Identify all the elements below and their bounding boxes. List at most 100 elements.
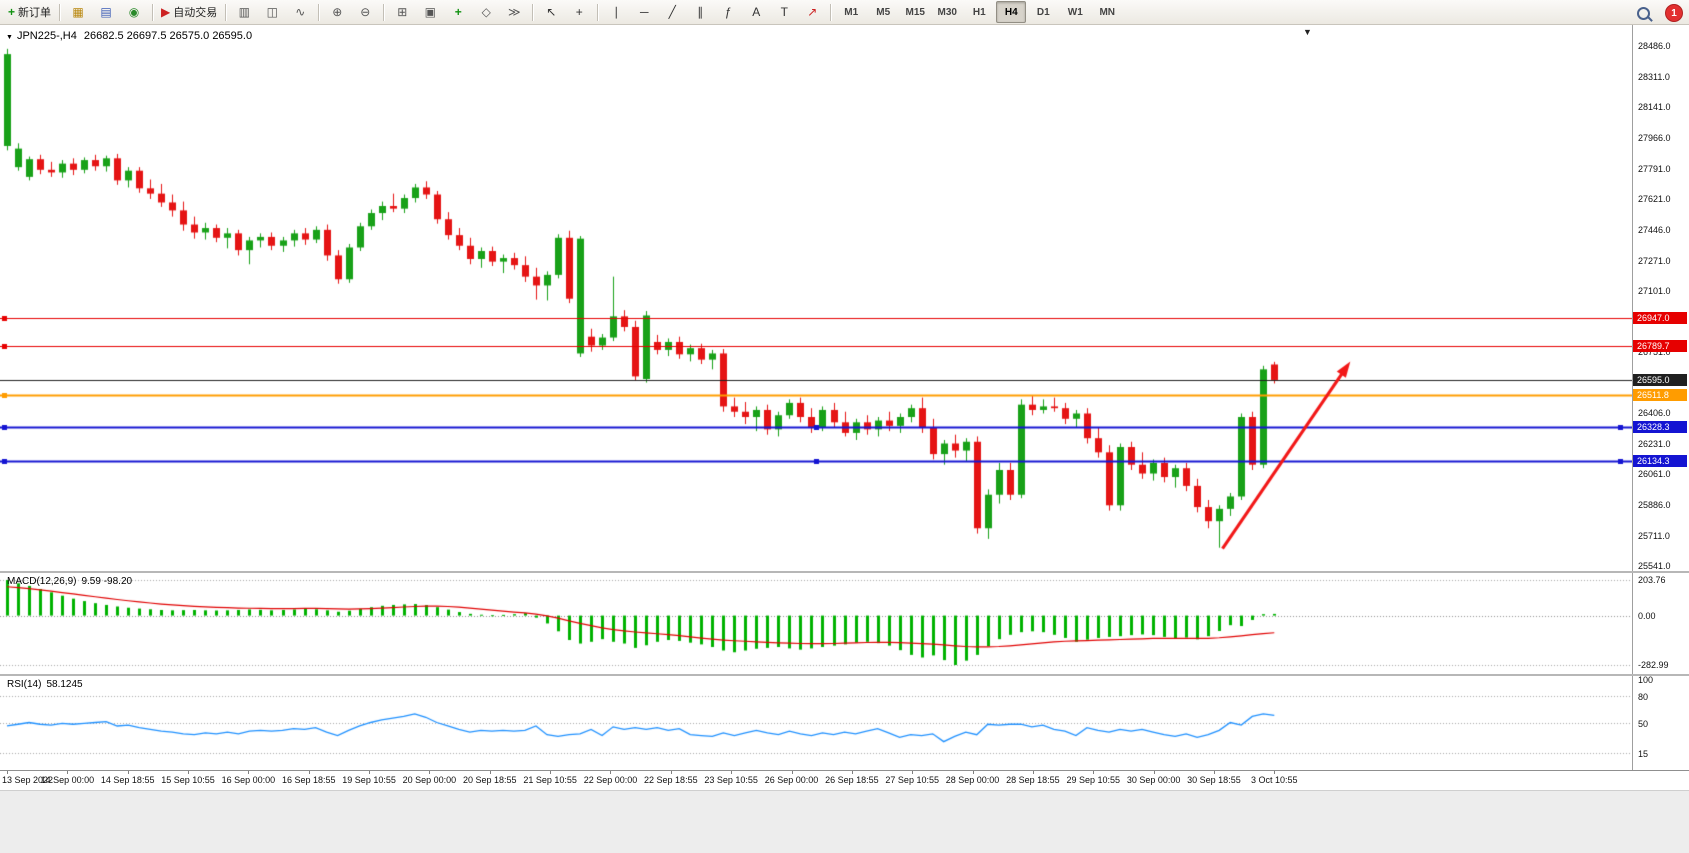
navigator-button[interactable]: ◉	[121, 1, 147, 23]
time-label: 30 Sep 18:55	[1187, 775, 1241, 785]
timeframe-w1-button[interactable]: W1	[1067, 6, 1083, 18]
time-tick	[1033, 771, 1034, 774]
line-chart-button[interactable]: ∿	[287, 1, 313, 23]
timeframe-m1-button[interactable]: M1	[844, 6, 859, 18]
time-tick	[429, 771, 430, 774]
objects-list-button[interactable]: ◇	[473, 1, 499, 23]
macd-values: 9.59 -98.20	[81, 576, 133, 587]
toolbar-separator	[59, 3, 61, 21]
chart-shift-button[interactable]: ≫	[501, 1, 527, 23]
auto-arrange-icon: ▣	[424, 5, 436, 19]
new-order-button[interactable]: + 新订单	[5, 1, 54, 23]
price-tick-label: 26406.0	[1638, 408, 1671, 419]
candlestick-chart-button[interactable]: ◫	[259, 1, 285, 23]
line-chart-icon: ∿	[295, 5, 306, 19]
toolbar-separator	[383, 3, 385, 21]
text-button[interactable]: A	[743, 1, 769, 23]
cursor-icon: ↖	[546, 5, 557, 19]
timeframe-m15-button[interactable]: M15	[905, 6, 925, 18]
time-tick	[128, 771, 129, 774]
fibonacci-button[interactable]: ƒ	[715, 1, 741, 23]
navigator-icon: ◉	[128, 5, 140, 19]
search-icon	[1636, 6, 1650, 20]
time-label: 20 Sep 18:55	[462, 775, 517, 785]
autotrading-button-label: 自动交易	[173, 7, 218, 19]
rsi-value: 58.1245	[46, 679, 83, 690]
horizontal-line-button[interactable]: ─	[631, 1, 657, 23]
label-button[interactable]: T	[771, 1, 797, 23]
price-tick-label: 26751.0	[1638, 347, 1671, 358]
hline-price-tag: 26328.3	[1633, 421, 1687, 434]
price-tick-label: 28141.0	[1638, 101, 1671, 112]
channel-button[interactable]: ∥	[687, 1, 713, 23]
price-tick-label: 27621.0	[1638, 193, 1671, 204]
time-tick	[1214, 771, 1215, 774]
trendline-button[interactable]: ╱	[659, 1, 685, 23]
autotrading-button[interactable]: ▶ 自动交易	[158, 1, 220, 23]
time-tick	[248, 771, 249, 774]
chart-shift-icon: ≫	[507, 5, 521, 19]
time-label: 30 Sep 00:00	[1126, 775, 1181, 785]
rsi-panel[interactable]	[0, 676, 1632, 770]
macd-panel[interactable]	[0, 573, 1632, 674]
time-label: 20 Sep 00:00	[402, 775, 457, 785]
time-tick	[973, 771, 974, 774]
chart-dropdown-arrow-icon[interactable]: ▼	[1303, 27, 1312, 37]
rsi-name: RSI(14)	[7, 679, 42, 690]
time-label: 23 Sep 10:55	[704, 775, 758, 785]
panel-splitter[interactable]	[0, 674, 1689, 676]
hline-price-tag: 26134.3	[1633, 455, 1687, 468]
timeframe-h4-button[interactable]: H4	[996, 1, 1027, 23]
indicators-button[interactable]: +	[445, 1, 471, 23]
time-tick	[7, 771, 8, 774]
vertical-line-icon: ∣	[613, 5, 620, 19]
panel-splitter[interactable]	[0, 571, 1689, 573]
price-tick-label: 25886.0	[1638, 500, 1671, 511]
arrows-button[interactable]: ↗	[799, 1, 825, 23]
zoom-out-icon: ⊖	[360, 5, 371, 19]
toolbar-separator	[225, 3, 227, 21]
zoom-in-button[interactable]: ⊕	[324, 1, 350, 23]
macd-scale-label: 203.76	[1638, 575, 1666, 585]
status-area	[0, 790, 1689, 853]
time-axis[interactable]: 13 Sep 2022 14 Sep 00:00 14 Sep 18:55 15 Se…	[0, 770, 1689, 790]
time-tick	[1154, 771, 1155, 774]
time-tick	[1093, 771, 1094, 774]
timeframe-m30-button[interactable]: M30	[937, 6, 957, 18]
symbol-search-button[interactable]	[1630, 2, 1656, 24]
chart-symbol-label: ▼ JPN225-,H4 26682.5 26697.5 26575.0 26595…	[6, 30, 252, 42]
toolbar-separator	[318, 3, 320, 21]
charts-toolbar-icon: ▦	[72, 5, 84, 19]
timeframe-h1-button[interactable]: H1	[972, 6, 986, 18]
time-label: 16 Sep 00:00	[221, 775, 276, 785]
rsi-scale-label: 80	[1638, 692, 1649, 703]
macd-scale-label: 0.00	[1638, 610, 1656, 621]
time-label: 26 Sep 00:00	[764, 775, 819, 785]
market-watch-button[interactable]: ▤	[93, 1, 119, 23]
price-axis[interactable]: 28486.0 28311.0 28141.0 27966.0 27791.0 27621…	[1632, 25, 1689, 770]
new-order-icon: +	[8, 5, 16, 19]
price-chart[interactable]	[0, 25, 1632, 571]
rsi-indicator-label: RSI(14) 58.1245	[7, 679, 83, 690]
crosshair-button[interactable]: +	[566, 1, 592, 23]
tile-windows-button[interactable]: ⊞	[389, 1, 415, 23]
time-tick	[912, 771, 913, 774]
price-tick-label: 28311.0	[1638, 71, 1670, 82]
charts-toolbar-button[interactable]: ▦	[65, 1, 91, 23]
auto-arrange-button[interactable]: ▣	[417, 1, 443, 23]
vertical-line-button[interactable]: ∣	[603, 1, 629, 23]
fibonacci-icon: ƒ	[724, 5, 732, 19]
timeframe-mn-button[interactable]: MN	[1099, 6, 1116, 18]
timeframe-toolbar: M1 M5 M15 M30 H1 H4 D1 W1 MN	[835, 1, 1123, 23]
time-tick	[369, 771, 370, 774]
autotrading-icon: ▶	[161, 5, 171, 19]
notification-badge[interactable]: 1	[1665, 4, 1683, 22]
zoom-out-button[interactable]: ⊖	[352, 1, 378, 23]
time-tick	[309, 771, 310, 774]
bar-chart-button[interactable]: ▥	[231, 1, 257, 23]
cursor-button[interactable]: ↖	[538, 1, 564, 23]
timeframe-m5-button[interactable]: M5	[876, 6, 891, 18]
timeframe-d1-button[interactable]: D1	[1036, 6, 1050, 18]
macd-indicator-label: MACD(12,26,9) 9.59 -98.20	[7, 576, 132, 587]
price-tick-label: 27271.0	[1638, 255, 1671, 266]
